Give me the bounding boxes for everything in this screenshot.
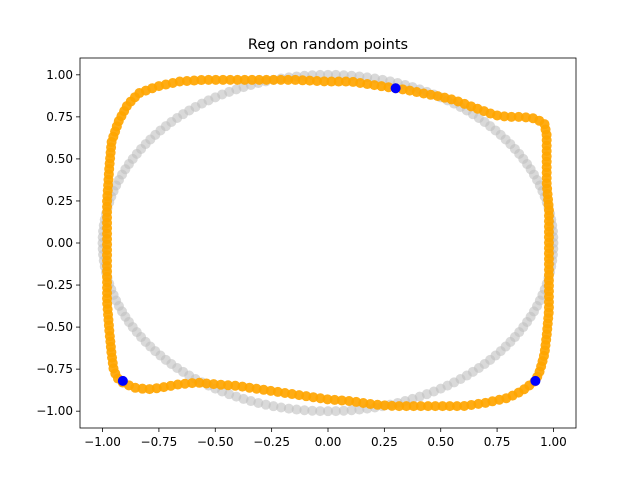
y-tick-label: −0.75: [36, 362, 73, 376]
curve-point: [144, 384, 155, 395]
y-axis: −1.00 −0.75 −0.50 −0.25 0.00 0.25 0.50 0.75 1.00: [36, 68, 80, 418]
curve-point: [290, 74, 301, 85]
curve-point: [513, 111, 524, 122]
curve-point: [336, 395, 347, 406]
series-anchor-points: [117, 83, 541, 386]
curve-point: [208, 379, 219, 390]
y-tick-label: 0.50: [46, 152, 73, 166]
curve-point: [261, 74, 272, 85]
curve-point: [319, 76, 330, 87]
curve-point: [340, 76, 351, 87]
curve-point: [181, 76, 192, 87]
curve-point: [311, 75, 322, 86]
curve-point: [210, 74, 221, 85]
curve-point: [326, 76, 337, 87]
curve-point: [189, 75, 200, 86]
curve-point: [401, 401, 412, 412]
curve-point: [201, 378, 212, 389]
curve-point: [283, 74, 294, 85]
circle-point: [260, 399, 271, 410]
curve-point: [187, 378, 198, 389]
curve-point: [386, 400, 397, 411]
circle-point: [346, 405, 357, 416]
curve-point: [423, 401, 434, 412]
x-axis: −1.00 −0.75 −0.50 −0.25 0.00 0.25 0.50 0.75 1.00: [84, 428, 567, 449]
x-tick-label: 0.50: [427, 435, 454, 449]
curve-point: [223, 380, 234, 391]
circle-point: [283, 403, 294, 414]
y-tick-label: 0.25: [46, 194, 73, 208]
curve-point: [394, 401, 405, 412]
circle-point: [323, 406, 333, 417]
x-tick-label: 0.00: [315, 435, 342, 449]
curve-point: [333, 76, 344, 87]
circle-point: [253, 397, 264, 408]
x-tick-label: 0.75: [484, 435, 511, 449]
curve-point: [268, 74, 279, 85]
x-tick-label: −0.50: [197, 435, 234, 449]
curve-point: [304, 75, 315, 86]
curve-point: [444, 401, 455, 412]
circle-point: [276, 402, 287, 413]
curve-point: [246, 74, 257, 85]
chart-title: Reg on random points: [248, 37, 408, 53]
curve-point: [275, 74, 286, 85]
curve-point: [430, 401, 441, 412]
x-tick-label: 0.25: [371, 435, 398, 449]
circle-point: [338, 405, 349, 416]
circle-point: [299, 405, 310, 416]
y-tick-label: −0.50: [36, 320, 73, 334]
curve-point: [194, 377, 205, 388]
curve-point: [203, 74, 214, 85]
curve-point: [379, 400, 390, 411]
curve-point: [254, 74, 265, 85]
curve-point: [297, 75, 308, 86]
y-tick-label: −0.25: [36, 278, 73, 292]
anchor-point: [530, 375, 541, 386]
anchor-point: [390, 83, 401, 94]
x-tick-label: 1.00: [540, 435, 567, 449]
circle-point: [307, 405, 318, 416]
curve-point: [437, 401, 448, 412]
curve-point: [239, 74, 250, 85]
circle-point: [330, 406, 341, 417]
y-tick-label: 0.00: [46, 236, 73, 250]
curve-point: [329, 394, 340, 405]
curve-point: [344, 395, 355, 406]
y-tick-label: 1.00: [46, 68, 73, 82]
x-tick-label: −1.00: [84, 435, 121, 449]
curve-point: [459, 400, 470, 411]
curve-point: [174, 76, 185, 87]
circle-point: [315, 406, 326, 417]
curve-point: [499, 111, 510, 122]
curve-point: [218, 74, 229, 85]
curve-point: [452, 401, 463, 412]
curve-point: [232, 74, 243, 85]
curve-point: [506, 111, 517, 122]
x-tick-label: −0.75: [141, 435, 178, 449]
curve-point: [215, 379, 226, 390]
series-regularized-curve: [102, 74, 554, 412]
curve-point: [225, 74, 236, 85]
circle-point: [291, 404, 302, 415]
plot-area: [97, 69, 559, 417]
anchor-point: [117, 375, 128, 386]
curve-point: [196, 75, 207, 86]
curve-point: [230, 380, 241, 391]
y-tick-label: 0.75: [46, 110, 73, 124]
x-tick-label: −0.25: [253, 435, 290, 449]
circle-point: [268, 401, 279, 412]
curve-point: [415, 401, 426, 412]
curve-point: [408, 401, 419, 412]
y-tick-label: −1.00: [36, 404, 73, 418]
